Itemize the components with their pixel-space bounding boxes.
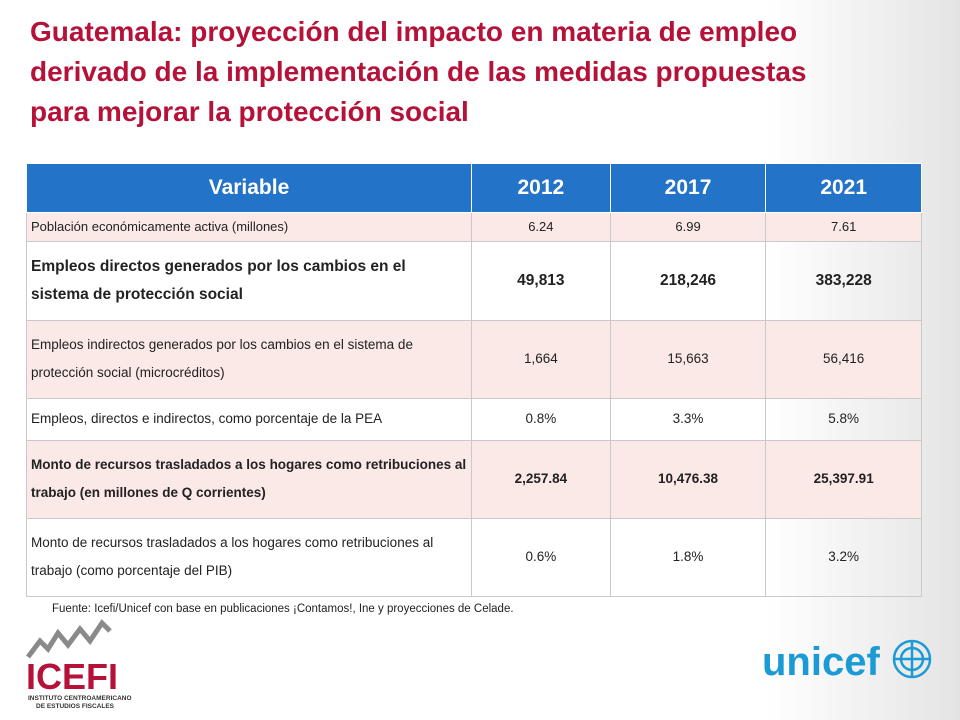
label-cell: Monto de recursos trasladados a los hoga… (26, 517, 472, 598)
label-cell: Empleos, directos e indirectos, como por… (26, 397, 472, 441)
icefi-sub: DE ESTUDIOS FISCALES (36, 703, 115, 710)
header-cell: 2012 (471, 163, 611, 213)
header-cell: Variable (26, 163, 472, 213)
title-line: para mejorar la protección social (30, 96, 469, 127)
value-cell: 0.6% (471, 517, 611, 598)
header-row: Variable 2012 2017 2021 (26, 163, 922, 213)
value-cell: 218,246 (609, 241, 767, 321)
table-row: Empleos indirectos generados por los cam… (26, 319, 922, 399)
table-row: Monto de recursos trasladados a los hoga… (26, 517, 922, 598)
value-cell: 10,476.38 (609, 439, 767, 519)
value-cell: 7.61 (765, 211, 922, 243)
value-cell: 6.99 (609, 211, 767, 243)
value-cell: 49,813 (471, 241, 611, 321)
table-row: Población económicamente activa (millone… (26, 211, 922, 243)
value-cell: 2,257.84 (471, 439, 611, 519)
logo-zigzag (26, 619, 112, 659)
table-row: Empleos, directos e indirectos, como por… (26, 397, 922, 441)
value-cell: 3.3% (609, 397, 767, 441)
icefi-logo: ICEFI INSTITUTO CENTROAMERICANO DE ESTUD… (26, 619, 132, 710)
label-cell: Población económicamente activa (millone… (26, 211, 472, 243)
unicef-emblem (892, 639, 932, 679)
title-line: Guatemala: proyección del impacto en mat… (30, 16, 798, 47)
source: Fuente: Icefi/Unicef con base en publica… (52, 603, 514, 615)
label-cell: Empleos directos generados por los cambi… (26, 241, 472, 321)
label-cell: Empleos indirectos generados por los cam… (26, 319, 472, 399)
value-cell: 5.8% (765, 397, 922, 441)
value-cell: 6.24 (471, 211, 611, 243)
table-body: Población económicamente activa (millone… (26, 211, 922, 598)
unicef-logo: unicef (762, 639, 932, 684)
value-cell: 1,664 (471, 319, 611, 399)
icefi-sub: INSTITUTO CENTROAMERICANO (28, 695, 132, 702)
table: Variable 2012 2017 2021 Población económicam… (26, 163, 922, 598)
title: Guatemala: proyección del impacto en mat… (30, 12, 806, 132)
value-cell: 383,228 (765, 241, 922, 321)
table-row: Empleos directos generados por los cambi… (26, 241, 922, 321)
title-line: derivado de la implementación de las med… (30, 56, 807, 87)
value-cell: 3.2% (765, 517, 922, 598)
value-cell: 1.8% (609, 517, 767, 598)
value-cell: 0.8% (471, 397, 611, 441)
unicef-text: unicef (762, 640, 880, 684)
value-cell: 15,663 (609, 319, 767, 399)
icefi-text: ICEFI (26, 656, 118, 697)
label-cell: Monto de recursos trasladados a los hoga… (26, 439, 472, 519)
value-cell: 56,416 (765, 319, 922, 399)
table-row: Monto de recursos trasladados a los hoga… (26, 439, 922, 519)
value-cell: 25,397.91 (765, 439, 922, 519)
header-cell: 2021 (765, 163, 922, 213)
header-cell: 2017 (609, 163, 767, 213)
